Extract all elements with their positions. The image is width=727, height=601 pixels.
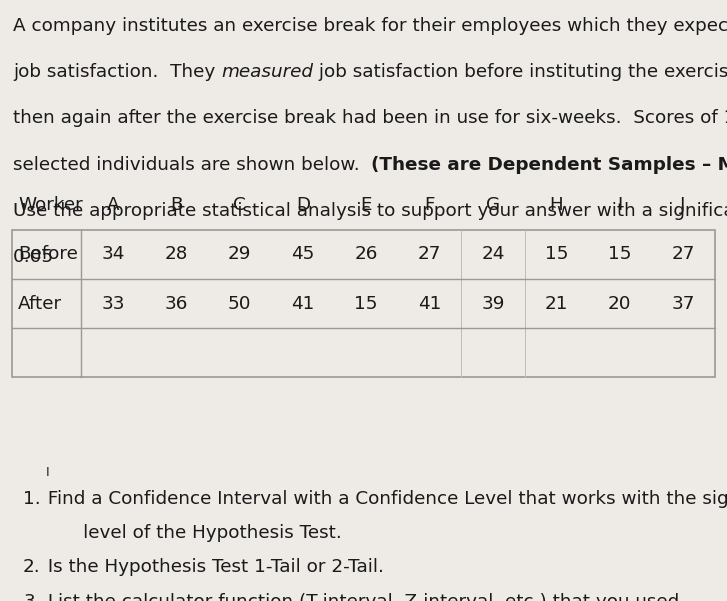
- Bar: [12, 328, 715, 377]
- Text: then again after the exercise break had been in use for six-weeks.  Scores of 10: then again after the exercise break had …: [13, 109, 727, 127]
- Text: Find a Confidence Interval with a Confidence Level that works with the significa: Find a Confidence Interval with a Confid…: [42, 490, 727, 508]
- Text: Is the Hypothesis Test 1-Tail or 2-Tail.: Is the Hypothesis Test 1-Tail or 2-Tail.: [42, 558, 384, 576]
- Text: Worker: Worker: [18, 196, 83, 214]
- Text: 50: 50: [228, 294, 252, 313]
- Text: 36: 36: [164, 294, 188, 313]
- Text: 41: 41: [292, 294, 315, 313]
- Text: A company institutes an exercise break for their employees which they expect wil: A company institutes an exercise break f…: [13, 17, 727, 35]
- Text: Use the appropriate statistical analysis to support your answer with a significa: Use the appropriate statistical analysis…: [13, 202, 727, 220]
- Text: 27: 27: [671, 245, 695, 263]
- Text: 33: 33: [101, 294, 124, 313]
- Text: F: F: [425, 196, 435, 214]
- Text: selected individuals are shown below.: selected individuals are shown below.: [13, 156, 371, 174]
- Text: 15: 15: [545, 245, 568, 263]
- Text: 28: 28: [164, 245, 188, 263]
- Text: 2.: 2.: [23, 558, 41, 576]
- Text: After: After: [18, 294, 63, 313]
- Text: E: E: [361, 196, 372, 214]
- Text: List the calculator function (T-interval, Z-interval, etc.) that you used.: List the calculator function (T-interval…: [42, 593, 686, 601]
- Text: job satisfaction before instituting the exercise break, and: job satisfaction before instituting the …: [313, 63, 727, 81]
- Text: measured: measured: [221, 63, 313, 81]
- Text: 15: 15: [355, 294, 378, 313]
- Text: G: G: [486, 196, 500, 214]
- Text: (These are Dependent Samples – Matched Pairs).: (These are Dependent Samples – Matched P…: [371, 156, 727, 174]
- Text: 15: 15: [608, 245, 631, 263]
- Text: job satisfaction.  They: job satisfaction. They: [13, 63, 221, 81]
- Text: 34: 34: [101, 245, 124, 263]
- Text: 1.: 1.: [23, 490, 41, 508]
- Text: 0.05: 0.05: [13, 248, 55, 266]
- Text: C: C: [233, 196, 246, 214]
- Text: B: B: [170, 196, 182, 214]
- Text: 24: 24: [481, 245, 505, 263]
- Bar: [12, 230, 715, 377]
- Text: 29: 29: [228, 245, 252, 263]
- Text: J: J: [680, 196, 686, 214]
- Text: 27: 27: [418, 245, 441, 263]
- Text: 20: 20: [608, 294, 631, 313]
- Text: H: H: [550, 196, 563, 214]
- Text: I: I: [47, 466, 49, 479]
- Text: 3.: 3.: [23, 593, 41, 601]
- Text: 26: 26: [355, 245, 378, 263]
- Text: 39: 39: [481, 294, 505, 313]
- Text: 21: 21: [545, 294, 568, 313]
- Text: 41: 41: [418, 294, 441, 313]
- Text: level of the Hypothesis Test.: level of the Hypothesis Test.: [42, 524, 342, 542]
- Text: A: A: [107, 196, 119, 214]
- Text: Before: Before: [18, 245, 78, 263]
- Text: 45: 45: [292, 245, 315, 263]
- Text: I: I: [617, 196, 622, 214]
- Text: D: D: [296, 196, 310, 214]
- Text: 37: 37: [671, 294, 695, 313]
